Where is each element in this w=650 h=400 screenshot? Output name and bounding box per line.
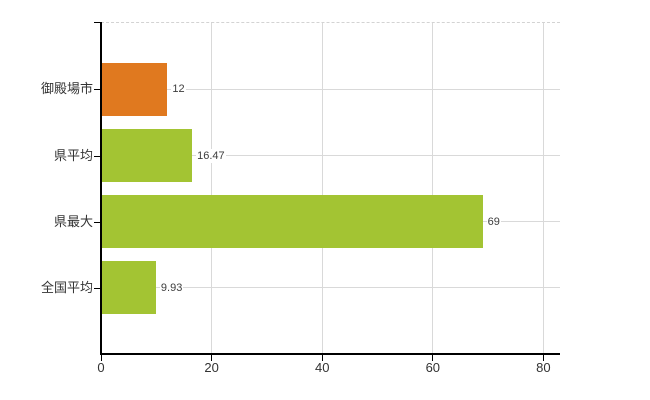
plot-top-border <box>101 22 560 23</box>
vertical-gridline <box>321 22 323 354</box>
y-axis-tick <box>94 221 101 223</box>
category-gridline <box>101 88 560 90</box>
category-label: 県最大 <box>53 213 93 229</box>
category-label: 御殿場市 <box>40 81 93 96</box>
x-axis-tick <box>432 355 434 361</box>
y-axis-top-tick <box>94 22 101 23</box>
vertical-gridline <box>432 22 434 354</box>
vertical-gridline <box>211 22 213 354</box>
y-axis-tick <box>94 89 101 90</box>
x-axis-line <box>100 353 560 355</box>
x-axis-tick <box>321 355 323 361</box>
bar <box>101 261 156 314</box>
x-tick-label: 0 <box>97 360 105 375</box>
bar <box>101 129 193 182</box>
y-axis-line <box>100 22 102 354</box>
bar <box>101 62 168 116</box>
value-label: 69 <box>486 214 501 229</box>
category-gridline <box>101 287 560 288</box>
category-label: 全国平均 <box>40 279 93 295</box>
x-tick-label: 80 <box>536 360 551 375</box>
bar <box>101 195 483 248</box>
x-tick-label: 60 <box>425 360 441 375</box>
y-axis-tick <box>94 287 101 289</box>
y-axis-tick <box>94 155 101 157</box>
plot-area: 12 16.47 69 9.93 <box>101 22 560 354</box>
vertical-gridline <box>542 22 544 354</box>
x-tick-label: 40 <box>314 360 330 375</box>
x-axis-tick <box>100 355 102 361</box>
x-axis-tick <box>211 355 213 361</box>
value-label: 16.47 <box>196 148 226 163</box>
x-axis-tick <box>542 355 544 361</box>
category-gridline <box>101 155 560 156</box>
x-tick-label: 20 <box>204 360 219 375</box>
value-label: 9.93 <box>159 280 184 295</box>
category-label: 県平均 <box>53 147 93 163</box>
value-label: 12 <box>171 82 186 96</box>
